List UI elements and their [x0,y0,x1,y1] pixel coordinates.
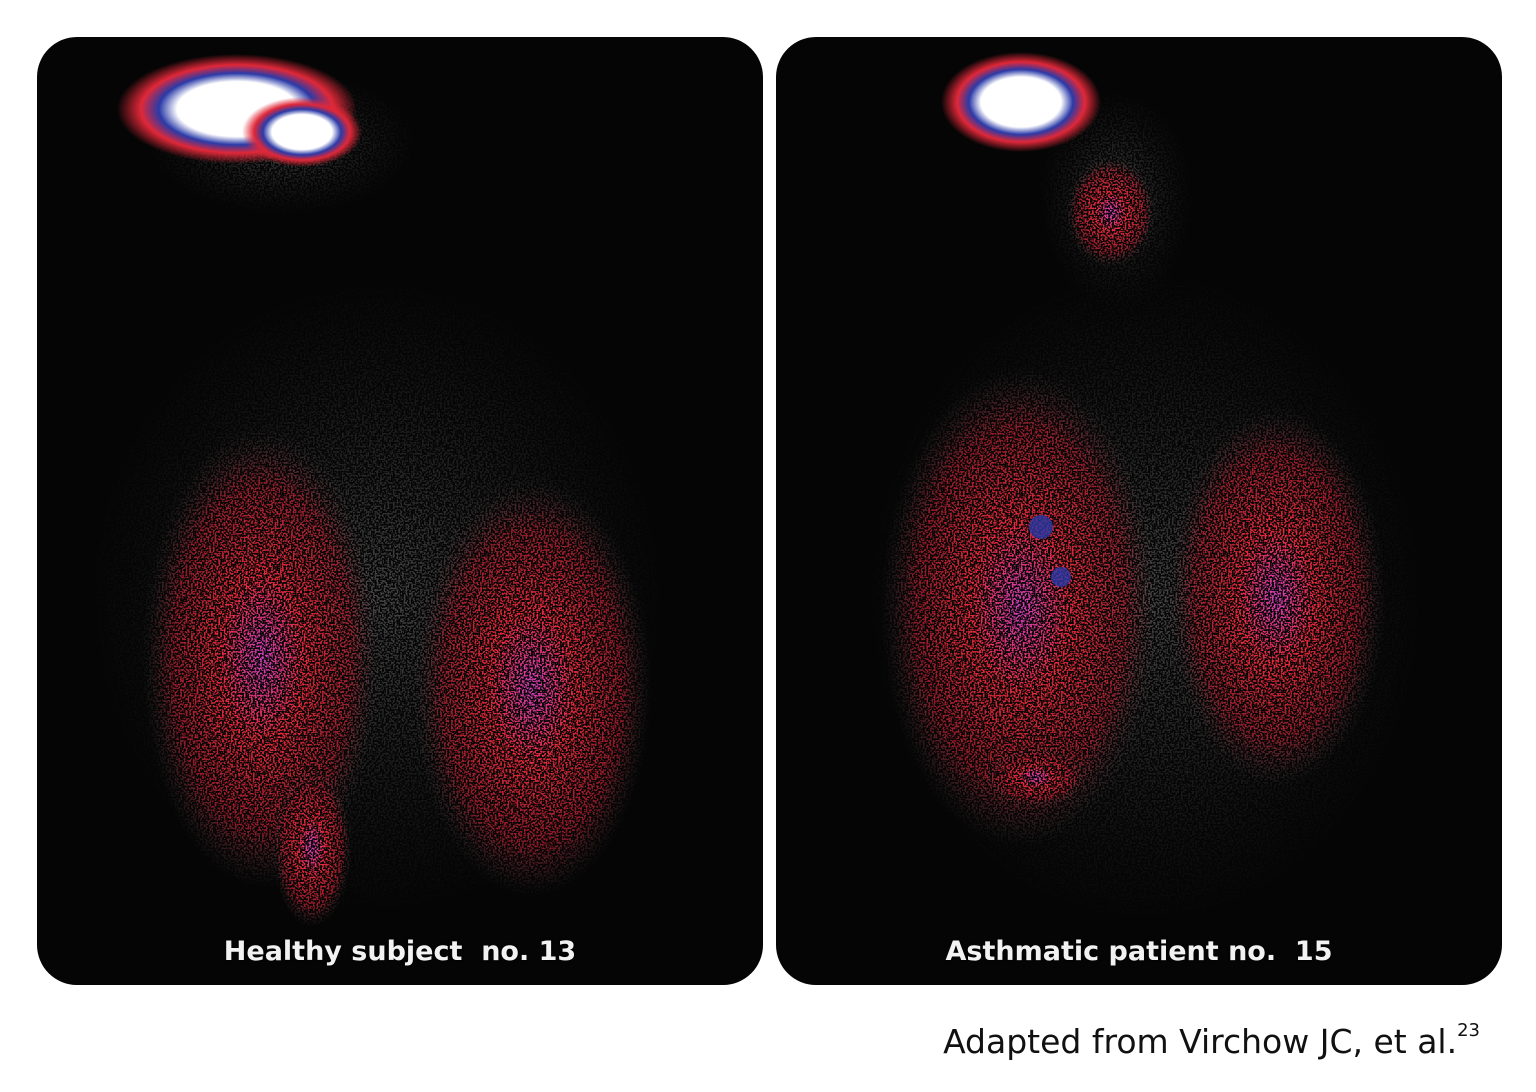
panel-label: Asthmatic patient no. 15 [945,936,1333,967]
healthy-subject-scan: Healthy subject no. 13 [37,37,763,985]
panel-label: Healthy subject no. 13 [223,936,577,967]
credit-text: Adapted from Virchow JC, et al. [943,1022,1458,1061]
asthmatic-patient-scan: Asthmatic patient no. 15 [776,37,1502,985]
mouth-deposition [941,52,1101,152]
source-credit: Adapted from Virchow JC, et al.23 [943,1020,1480,1061]
reference-number: 23 [1457,1020,1480,1041]
scan-image [77,54,677,927]
scan-image [856,52,1436,937]
